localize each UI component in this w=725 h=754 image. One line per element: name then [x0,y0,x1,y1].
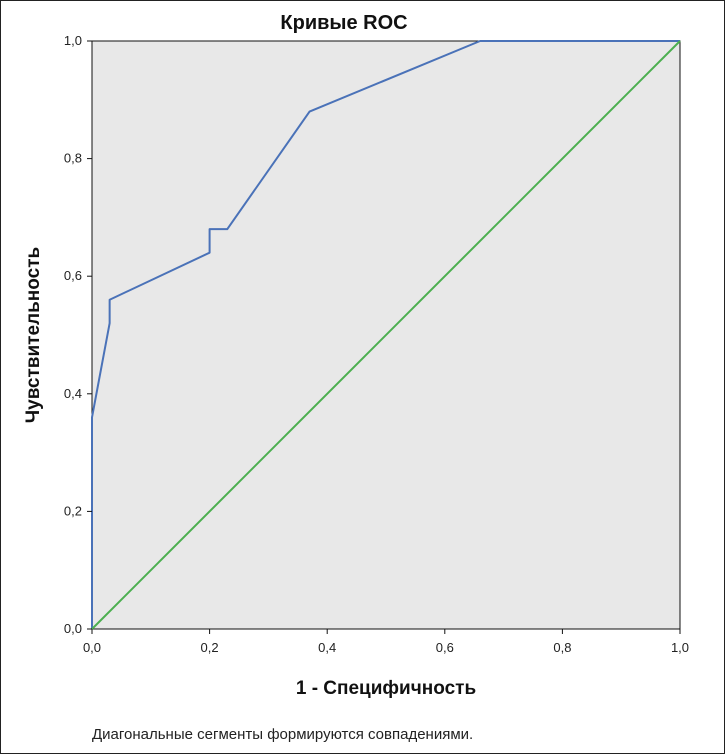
roc-curve-line [91,40,680,629]
x-tick-label: 0,8 [553,640,571,655]
x-tick-label: 0,6 [436,640,454,655]
y-axis-ticks: 0,0 0,2 0,4 0,6 0,8 1,0 [64,33,92,636]
x-tick-label: 1,0 [671,640,689,655]
curves [91,40,681,630]
x-axis-label: 1 - Специфичность [296,678,476,699]
footnote: Диагональные сегменты формируются совпад… [92,726,473,743]
x-tick-label: 0,4 [318,640,336,655]
x-tick-label: 0,0 [83,640,101,655]
y-tick-label: 0,4 [64,386,82,401]
y-tick-label: 1,0 [64,33,82,48]
chart-title: Кривые ROC [280,12,407,34]
y-tick-label: 0,6 [64,268,82,283]
y-tick-label: 0,8 [64,151,82,166]
x-axis-ticks: 0,0 0,2 0,4 0,6 0,8 1,0 [83,629,689,655]
y-tick-label: 0,0 [64,621,82,636]
y-tick-label: 0,2 [64,503,82,518]
y-axis-label: Чувствительность [23,247,44,423]
x-tick-label: 0,2 [201,640,219,655]
reference-diagonal-line [91,40,681,630]
